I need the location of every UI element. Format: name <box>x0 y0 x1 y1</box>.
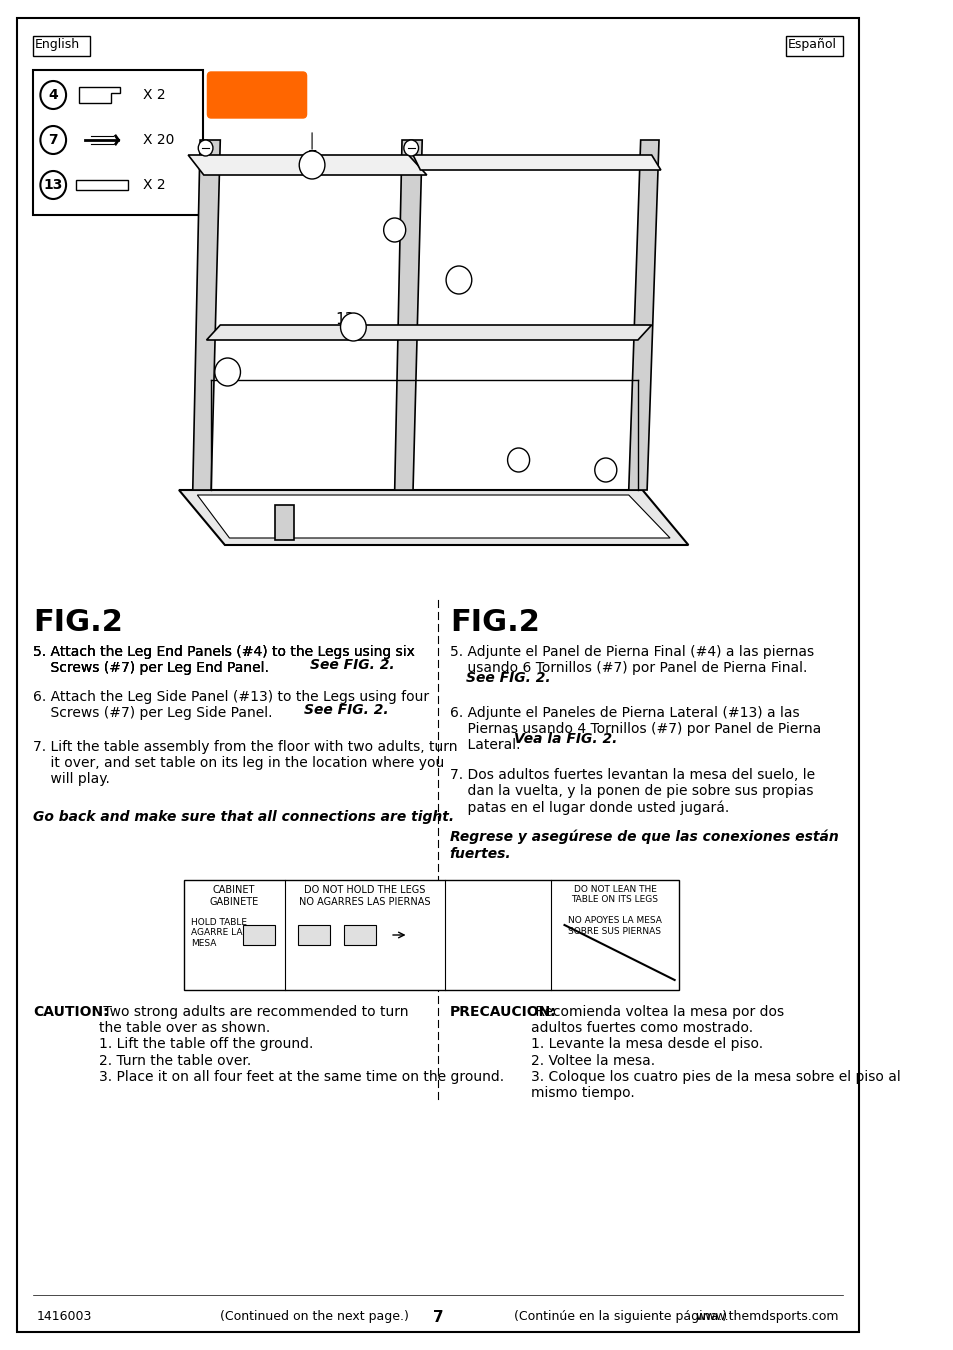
Polygon shape <box>413 155 660 170</box>
Bar <box>243 925 275 945</box>
Bar <box>33 70 203 215</box>
Polygon shape <box>395 140 422 490</box>
Text: See FIG. 2.: See FIG. 2. <box>310 657 395 672</box>
Bar <box>344 925 375 945</box>
Circle shape <box>340 313 366 342</box>
Text: 7: 7 <box>391 225 397 235</box>
Text: Español: Español <box>787 38 836 51</box>
Text: www.themdsports.com: www.themdsports.com <box>695 1310 838 1323</box>
Text: English: English <box>35 38 80 51</box>
Text: See FIG. 2.: See FIG. 2. <box>466 671 550 684</box>
Circle shape <box>40 81 66 109</box>
Text: X 2: X 2 <box>143 88 166 103</box>
Bar <box>33 36 90 55</box>
Text: X 2: X 2 <box>143 178 166 192</box>
Text: 5. Adjunte el Panel de Pierna Final (#4) a las piernas
    usando 6 Tornillos (#: 5. Adjunte el Panel de Pierna Final (#4)… <box>449 645 813 691</box>
Polygon shape <box>206 325 651 340</box>
Text: 5. Attach the Leg End Panels (#4) to the Legs using six
    Screws (#7) per Leg : 5. Attach the Leg End Panels (#4) to the… <box>33 645 415 675</box>
Text: DO NOT LEAN THE
TABLE ON ITS LEGS

NO APOYES LA MESA
SOBRE SUS PIERNAS: DO NOT LEAN THE TABLE ON ITS LEGS NO APO… <box>567 886 661 936</box>
Text: 13: 13 <box>44 178 63 192</box>
Text: 7: 7 <box>308 151 316 165</box>
Text: 4: 4 <box>455 274 462 286</box>
Text: 7: 7 <box>432 1310 443 1324</box>
Text: PRECAUCION:: PRECAUCION: <box>449 1004 556 1019</box>
Text: (Continued on the next page.): (Continued on the next page.) <box>220 1310 409 1323</box>
Text: 13: 13 <box>335 312 355 328</box>
Text: 6. Adjunte el Paneles de Pierna Lateral (#13) a las
    Piernas usando 4 Tornill: 6. Adjunte el Paneles de Pierna Lateral … <box>449 706 821 752</box>
Polygon shape <box>188 155 426 176</box>
Text: 5. Attach the Leg End Panels (#4) to the Legs using six
    Screws (#7) per Leg : 5. Attach the Leg End Panels (#4) to the… <box>33 645 415 675</box>
Text: 7: 7 <box>601 464 609 475</box>
Polygon shape <box>193 140 220 490</box>
Text: Regrese y asegúrese de que las conexiones están
fuertes.: Regrese y asegúrese de que las conexione… <box>449 830 838 861</box>
Circle shape <box>299 151 325 180</box>
Text: Vea la FIG. 2.: Vea la FIG. 2. <box>514 732 617 747</box>
Circle shape <box>403 140 418 157</box>
Circle shape <box>214 358 240 386</box>
Text: 4: 4 <box>223 366 232 378</box>
Polygon shape <box>275 505 294 540</box>
Polygon shape <box>76 180 128 190</box>
Text: 13: 13 <box>345 320 361 333</box>
Text: 7. Dos adultos fuertes levantan la mesa del suelo, le
    dan la vuelta, y la po: 7. Dos adultos fuertes levantan la mesa … <box>449 768 814 815</box>
Text: CAUTION:: CAUTION: <box>33 1004 109 1019</box>
Text: 4: 4 <box>49 88 58 103</box>
Text: Two strong adults are recommended to turn
the table over as shown.
1. Lift the t: Two strong adults are recommended to tur… <box>99 1004 504 1084</box>
Polygon shape <box>179 490 688 545</box>
Text: 7: 7 <box>49 134 58 147</box>
Text: 4: 4 <box>223 358 232 373</box>
Circle shape <box>40 171 66 198</box>
Text: X 20: X 20 <box>143 134 174 147</box>
Text: 7: 7 <box>515 455 521 464</box>
Bar <box>183 880 679 990</box>
Circle shape <box>383 217 405 242</box>
Circle shape <box>507 448 529 472</box>
Text: (Continúe en la siguiente página.): (Continúe en la siguiente página.) <box>514 1310 726 1323</box>
Text: 7: 7 <box>307 150 316 166</box>
Circle shape <box>446 266 472 294</box>
Text: 1416003: 1416003 <box>36 1310 92 1323</box>
Circle shape <box>198 140 213 157</box>
Polygon shape <box>197 495 669 539</box>
FancyBboxPatch shape <box>207 72 306 117</box>
Circle shape <box>594 458 617 482</box>
Circle shape <box>40 126 66 154</box>
Text: Recomienda voltea la mesa por dos
adultos fuertes como mostrado.
1. Levante la m: Recomienda voltea la mesa por dos adulto… <box>530 1004 900 1100</box>
Text: See FIG. 2.: See FIG. 2. <box>303 703 388 717</box>
Text: 5. Attach the Leg End Panels (#4) to the Legs using six
    Screws (#7) per Leg : 5. Attach the Leg End Panels (#4) to the… <box>33 645 415 675</box>
Text: FIG.2: FIG.2 <box>449 608 539 637</box>
Polygon shape <box>628 140 659 490</box>
Text: FIG. 2: FIG. 2 <box>215 86 298 109</box>
Text: DO NOT HOLD THE LEGS
NO AGARRES LAS PIERNAS: DO NOT HOLD THE LEGS NO AGARRES LAS PIER… <box>298 886 430 907</box>
Bar <box>298 925 330 945</box>
Text: 6. Attach the Leg Side Panel (#13) to the Legs using four
    Screws (#7) per Le: 6. Attach the Leg Side Panel (#13) to th… <box>33 690 429 720</box>
Bar <box>785 36 841 55</box>
Text: CABINET
GABINETE: CABINET GABINETE <box>210 886 258 907</box>
Polygon shape <box>79 86 120 103</box>
Text: HOLD TABLE
AGARRE LA
MESA: HOLD TABLE AGARRE LA MESA <box>191 918 247 948</box>
Text: 7. Lift the table assembly from the floor with two adults, turn
    it over, and: 7. Lift the table assembly from the floo… <box>33 740 457 787</box>
Text: Go back and make sure that all connections are tight.: Go back and make sure that all connectio… <box>33 810 454 824</box>
Text: FIG.2: FIG.2 <box>33 608 123 637</box>
